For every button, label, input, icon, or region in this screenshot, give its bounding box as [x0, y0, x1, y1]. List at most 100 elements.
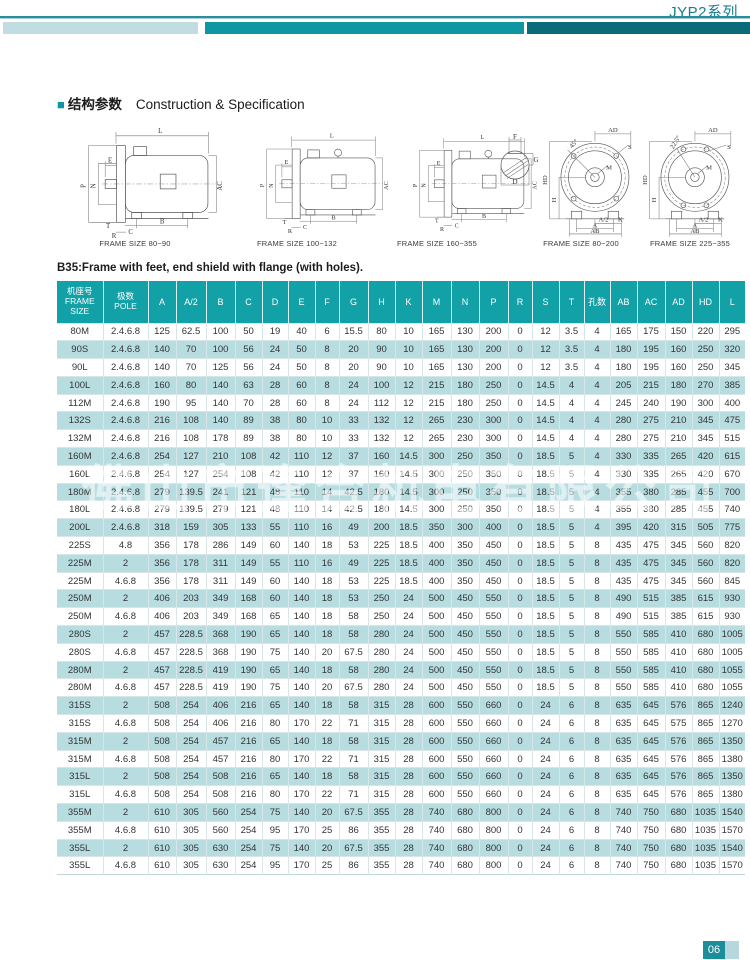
spec-note: B35:Frame with feet, end shield with fla… — [57, 262, 364, 274]
table-cell: 0 — [507, 731, 532, 751]
table-cell: 508 — [205, 785, 235, 804]
table-cell: 740 — [609, 838, 637, 857]
table-cell: 190 — [234, 625, 262, 644]
table-cell: 48 — [261, 500, 288, 519]
table-cell: 140 — [287, 731, 315, 751]
table-cell: 315S — [57, 696, 103, 715]
table-cell: 0 — [507, 803, 532, 822]
table-cell: 95 — [261, 856, 288, 875]
table-cell: 355 — [367, 838, 395, 857]
table-cell: 14.5 — [394, 482, 422, 501]
table-cell: 20 — [338, 340, 368, 359]
table-cell: 170 — [287, 856, 315, 875]
svg-text:22.5°: 22.5° — [669, 134, 683, 150]
table-cell: 0 — [507, 375, 532, 395]
table-cell: 228.5 — [175, 642, 206, 662]
table-cell: 50 — [234, 322, 262, 341]
svg-text:L: L — [158, 128, 162, 135]
table-cell: 315 — [367, 696, 395, 715]
table-cell: 165 — [609, 322, 637, 341]
table-cell: 1380 — [718, 785, 745, 804]
table-cell: 0 — [507, 625, 532, 644]
table-cell: 8 — [583, 607, 610, 626]
svg-text:E: E — [108, 157, 112, 164]
table-row: 200L 2.4.6.8 318 159 305 133 55 110 16 49 200 18.5 3… — [57, 518, 745, 537]
table-cell: 645 — [636, 731, 665, 751]
table-cell: 20 — [314, 838, 339, 857]
table-cell: 4.6.8 — [102, 678, 148, 697]
table-cell: 0 — [507, 660, 532, 679]
table-cell: 230 — [450, 411, 479, 430]
table-cell: 350 — [450, 536, 479, 555]
table-cell: 475 — [636, 553, 665, 573]
table-cell: 132M — [57, 429, 103, 448]
table-cell: 70 — [175, 340, 206, 359]
table-cell: 450 — [450, 607, 479, 626]
table-cell: 800 — [478, 803, 508, 822]
table-cell: 600 — [421, 785, 451, 804]
table-row: 315M 4.6.8 508 254 457 216 80 170 22 71 315 28 600 55… — [57, 749, 745, 768]
table-cell: 2 — [102, 696, 148, 715]
table-cell: 18.5 — [531, 447, 559, 466]
table-cell: 140 — [287, 838, 315, 857]
table-cell: 0 — [507, 340, 532, 359]
table-cell: 0 — [507, 820, 532, 840]
table-cell: 60 — [287, 393, 315, 412]
table-cell: 250 — [691, 340, 719, 359]
table-cell: 180 — [609, 358, 637, 377]
table-cell: 140 — [205, 393, 235, 412]
table-cell: 127 — [175, 447, 206, 466]
table-cell: 8 — [583, 749, 610, 768]
table-cell: 2 — [102, 731, 148, 751]
table-cell: 740 — [718, 500, 745, 519]
table-cell: 0 — [507, 749, 532, 768]
table-cell: 385 — [664, 607, 692, 626]
table-cell: 279 — [147, 482, 176, 501]
table-cell: 110 — [287, 464, 315, 484]
table-cell: 140 — [147, 340, 176, 359]
table-cell: 228.5 — [175, 678, 206, 697]
table-cell: 254 — [175, 767, 206, 786]
table-cell: 350 — [450, 553, 479, 573]
diagram-front-view-80-200: AD 45° S M HD H A/2 A K — [543, 126, 645, 238]
table-row: 180L 2.4.6.8 279 139.5 279 121 48 110 14 42.5 180 1… — [57, 500, 745, 519]
svg-text:E: E — [284, 159, 288, 166]
table-cell: 62.5 — [175, 322, 206, 341]
table-cell: 6 — [558, 838, 584, 857]
table-cell: 800 — [478, 856, 508, 875]
table-cell: 18.5 — [531, 678, 559, 697]
table-cell: 24 — [394, 678, 422, 697]
table-cell: 457 — [147, 678, 176, 697]
table-cell: 254 — [234, 820, 262, 840]
table-cell: 200L — [57, 518, 103, 537]
table-cell: 80 — [287, 429, 315, 448]
table-cell: 865 — [691, 749, 719, 768]
table-cell: 110 — [287, 518, 315, 537]
table-cell: 800 — [478, 820, 508, 840]
svg-text:T: T — [435, 218, 439, 224]
table-cell: 410 — [664, 678, 692, 697]
table-cell: 305 — [175, 803, 206, 822]
table-cell: 12 — [394, 429, 422, 448]
table-cell: 80 — [287, 411, 315, 430]
table-cell: 280 — [609, 429, 637, 448]
table-row: 280S 4.6.8 457 228.5 368 190 75 140 20 67.5 280 24 5… — [57, 642, 745, 662]
header-col: C — [234, 281, 262, 323]
table-cell: 680 — [691, 642, 719, 662]
table-cell: 4.6.8 — [102, 607, 148, 626]
table-cell: 130 — [450, 322, 479, 341]
table-cell: 108 — [175, 411, 206, 430]
table-cell: 3.5 — [558, 322, 584, 341]
table-cell: 4 — [558, 375, 584, 395]
table-cell: 355 — [609, 500, 637, 519]
table-cell: 14.5 — [531, 393, 559, 412]
table-cell: 254 — [175, 749, 206, 768]
table-cell: 18.5 — [531, 660, 559, 679]
table-cell: 680 — [664, 838, 692, 857]
table-cell: 635 — [609, 785, 637, 804]
table-cell: 254 — [175, 731, 206, 751]
table-cell: 250 — [478, 393, 508, 412]
table-cell: 930 — [718, 589, 745, 608]
table-row: 250M 4.6.8 406 203 349 168 65 140 18 58 250 24 500 45… — [57, 607, 745, 626]
